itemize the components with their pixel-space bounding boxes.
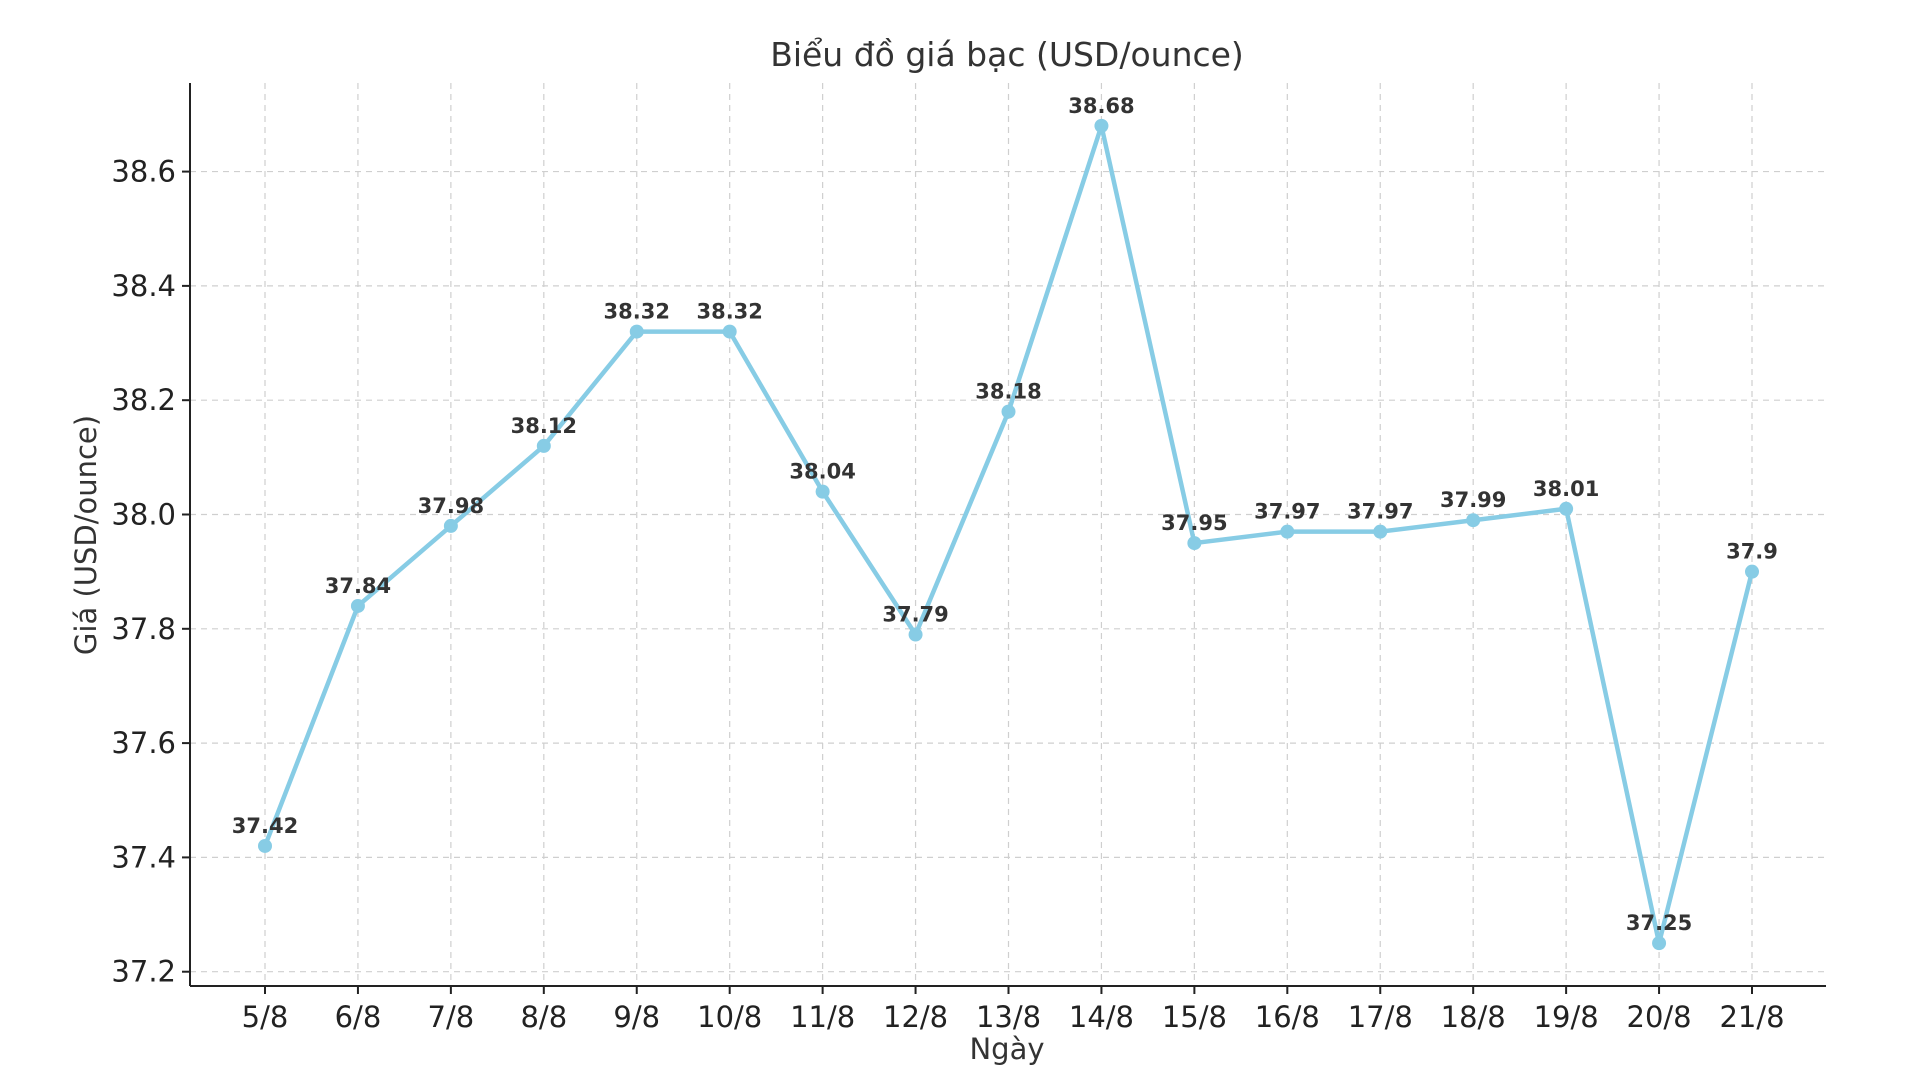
data-label: 37.97 [1254,500,1320,524]
y-tick-label: 37.2 [111,955,176,989]
x-axis-ticks: 5/8 6/8 7/8 8/8 9/8 10/8 11/8 12/8 13/8 14/8 15/8 1… [242,986,1785,1034]
x-tick-label: 9/8 [613,1000,660,1034]
x-tick-label: 15/8 [1162,1000,1227,1034]
data-label: 37.97 [1347,500,1413,524]
data-point [1280,524,1295,539]
x-tick-label: 8/8 [520,1000,567,1034]
y-tick-label: 38.0 [111,497,176,531]
x-tick-label: 19/8 [1534,1000,1599,1034]
data-point [1187,536,1202,551]
data-label: 37.98 [418,494,484,518]
grid [190,83,1826,986]
y-tick-label: 37.4 [111,840,176,874]
data-point [536,438,551,453]
x-tick-label: 5/8 [242,1000,289,1034]
data-label: 38.04 [789,460,855,484]
data-label: 37.9 [1726,540,1778,564]
y-axis-ticks: 37.2 37.4 37.6 37.8 38.0 38.2 38.4 38.6 [111,155,190,989]
x-tick-label: 10/8 [697,1000,762,1034]
data-point [1745,564,1759,579]
data-label: 37.84 [325,574,391,598]
data-label: 38.32 [696,300,762,324]
y-axis-label: Giá (USD/ounce) [69,415,103,655]
data-point [1559,501,1574,516]
data-label: 37.79 [882,603,948,627]
data-point [629,324,644,339]
data-labels: 37.42 37.84 37.98 38.12 38.32 38.32 38.04 37.79… [232,94,1778,935]
data-point [908,627,923,642]
x-tick-label: 11/8 [790,1000,855,1034]
data-point [1466,513,1481,528]
data-point [443,518,458,533]
y-tick-label: 38.4 [111,269,176,303]
y-tick-label: 38.2 [111,383,176,417]
data-point [815,484,830,499]
x-tick-label: 17/8 [1348,1000,1413,1034]
x-tick-label: 20/8 [1627,1000,1692,1034]
data-point [258,838,272,853]
data-label: 38.68 [1068,94,1134,118]
data-label: 38.12 [511,414,577,438]
y-tick-label: 37.8 [111,612,176,646]
data-point [722,324,737,339]
x-tick-label: 14/8 [1069,1000,1134,1034]
data-point [1652,936,1667,951]
x-tick-label: 6/8 [335,1000,382,1034]
data-label: 38.32 [604,300,670,324]
data-label: 38.01 [1533,477,1599,501]
data-point [350,598,365,613]
y-tick-label: 38.6 [111,155,176,189]
data-point [1373,524,1388,539]
series-layer [258,118,1759,951]
data-label: 37.99 [1440,488,1506,512]
x-axis-label: Ngày [969,1032,1044,1066]
x-tick-label: 7/8 [428,1000,475,1034]
y-tick-label: 37.6 [111,726,176,760]
data-label: 37.95 [1161,511,1227,535]
data-label: 37.25 [1626,911,1692,935]
data-point [1094,118,1109,133]
data-point [1001,404,1016,419]
x-tick-label: 21/8 [1719,1000,1784,1034]
x-tick-label: 18/8 [1441,1000,1506,1034]
x-tick-label: 13/8 [976,1000,1041,1034]
chart-title: Biểu đồ giá bạc (USD/ounce) [770,35,1244,74]
x-tick-label: 12/8 [883,1000,948,1034]
x-tick-label: 16/8 [1255,1000,1320,1034]
data-label: 38.18 [975,380,1041,404]
data-label: 37.42 [232,814,298,838]
